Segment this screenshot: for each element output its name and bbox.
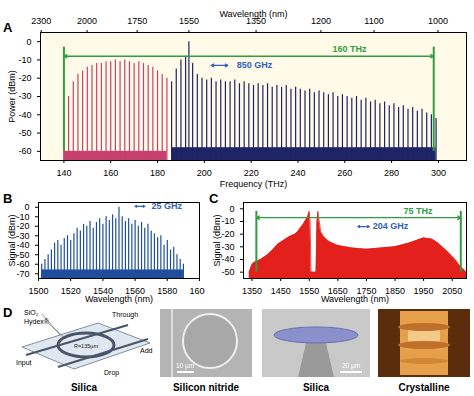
svg-text:1950: 1950: [414, 286, 434, 296]
svg-text:SiO₂: SiO₂: [24, 309, 39, 316]
svg-text:Frequency (THz): Frequency (THz): [220, 179, 288, 189]
svg-text:-40: -40: [221, 254, 234, 264]
svg-text:0: 0: [229, 204, 234, 214]
svg-text:260: 260: [337, 168, 352, 178]
svg-text:Through: Through: [112, 311, 138, 319]
svg-text:160: 160: [103, 168, 118, 178]
svg-text:-30: -30: [221, 242, 234, 252]
svg-text:-10: -10: [18, 55, 31, 65]
svg-text:-50: -50: [18, 128, 31, 138]
svg-text:0: 0: [24, 202, 29, 212]
svg-text:1540: 1540: [92, 285, 113, 296]
svg-text:1100: 1100: [364, 16, 383, 26]
svg-text:Drop: Drop: [104, 369, 119, 377]
html-text:B: B: [3, 191, 13, 206]
svg-text:180: 180: [150, 168, 165, 178]
svg-text:280: 280: [384, 168, 399, 178]
svg-text:204 GHz: 204 GHz: [373, 221, 409, 231]
svg-text:Silica: Silica: [303, 382, 330, 393]
svg-text:-70: -70: [16, 269, 29, 279]
svg-text:1200: 1200: [311, 16, 331, 26]
svg-text:850 GHz: 850 GHz: [237, 60, 273, 70]
svg-text:2050: 2050: [442, 286, 462, 296]
svg-text:-10: -10: [16, 212, 29, 222]
svg-text:160 THz: 160 THz: [332, 44, 367, 54]
svg-text:-40: -40: [18, 110, 31, 120]
svg-text:R=135µm: R=135µm: [74, 343, 99, 349]
svg-text:200: 200: [197, 168, 212, 178]
svg-text:1580: 1580: [157, 286, 177, 296]
svg-text:300: 300: [431, 168, 446, 178]
svg-text:20 µm: 20 µm: [342, 362, 360, 370]
svg-text:1750: 1750: [356, 285, 377, 296]
html-text:D: D: [3, 305, 13, 320]
svg-text:1750: 1750: [127, 16, 147, 26]
svg-text:1650: 1650: [327, 285, 348, 296]
svg-text:-50: -50: [221, 267, 234, 277]
svg-text:1850: 1850: [385, 285, 405, 296]
svg-text:-40: -40: [16, 240, 29, 250]
svg-text:2000: 2000: [77, 16, 97, 26]
svg-text:240: 240: [290, 168, 305, 178]
svg-text:1500: 1500: [28, 286, 48, 296]
svg-text:Silica: Silica: [71, 382, 98, 393]
svg-text:140: 140: [56, 168, 71, 178]
svg-text:-30: -30: [16, 231, 29, 241]
svg-text:Crystalline: Crystalline: [398, 382, 450, 393]
svg-text:1520: 1520: [61, 286, 81, 296]
svg-text:-50: -50: [16, 250, 29, 260]
svg-text:-60: -60: [18, 146, 31, 156]
html-text:C: C: [209, 191, 219, 206]
svg-text:-20: -20: [221, 229, 234, 239]
svg-text:Wavelength (nm): Wavelength (nm): [219, 9, 287, 19]
svg-text:1450: 1450: [271, 286, 291, 296]
html-text:A: A: [3, 20, 13, 35]
svg-text:25 GHz: 25 GHz: [151, 201, 183, 212]
svg-text:Hydex®: Hydex®: [24, 318, 50, 326]
svg-text:Signal (dBm): Signal (dBm): [212, 214, 222, 266]
svg-text:Wavelength (nm): Wavelength (nm): [85, 294, 153, 304]
svg-text:1350: 1350: [242, 286, 262, 296]
svg-text:1550: 1550: [299, 286, 319, 296]
svg-text:1600: 1600: [189, 286, 205, 296]
svg-text:Power (dBm): Power (dBm): [7, 70, 17, 123]
svg-text:2300: 2300: [31, 16, 51, 26]
svg-text:-10: -10: [221, 216, 234, 226]
svg-text:Silicon nitride: Silicon nitride: [173, 382, 240, 393]
svg-text:1550: 1550: [179, 16, 199, 26]
svg-text:Wavelength (nm): Wavelength (nm): [321, 294, 389, 304]
svg-text:Input: Input: [16, 359, 32, 367]
svg-text:10 µm: 10 µm: [176, 362, 194, 370]
svg-text:-60: -60: [16, 259, 29, 269]
svg-text:-30: -30: [18, 91, 31, 101]
svg-text:1350: 1350: [246, 15, 267, 26]
svg-text:Signal (dBm): Signal (dBm): [7, 214, 17, 266]
svg-text:1000: 1000: [428, 16, 448, 26]
svg-text:0: 0: [26, 37, 31, 47]
svg-text:1560: 1560: [125, 285, 146, 296]
svg-text:220: 220: [244, 168, 259, 178]
svg-text:-20: -20: [16, 221, 29, 231]
svg-text:-20: -20: [18, 73, 31, 83]
svg-text:75 THz: 75 THz: [403, 206, 433, 216]
svg-text:Add: Add: [140, 347, 153, 354]
